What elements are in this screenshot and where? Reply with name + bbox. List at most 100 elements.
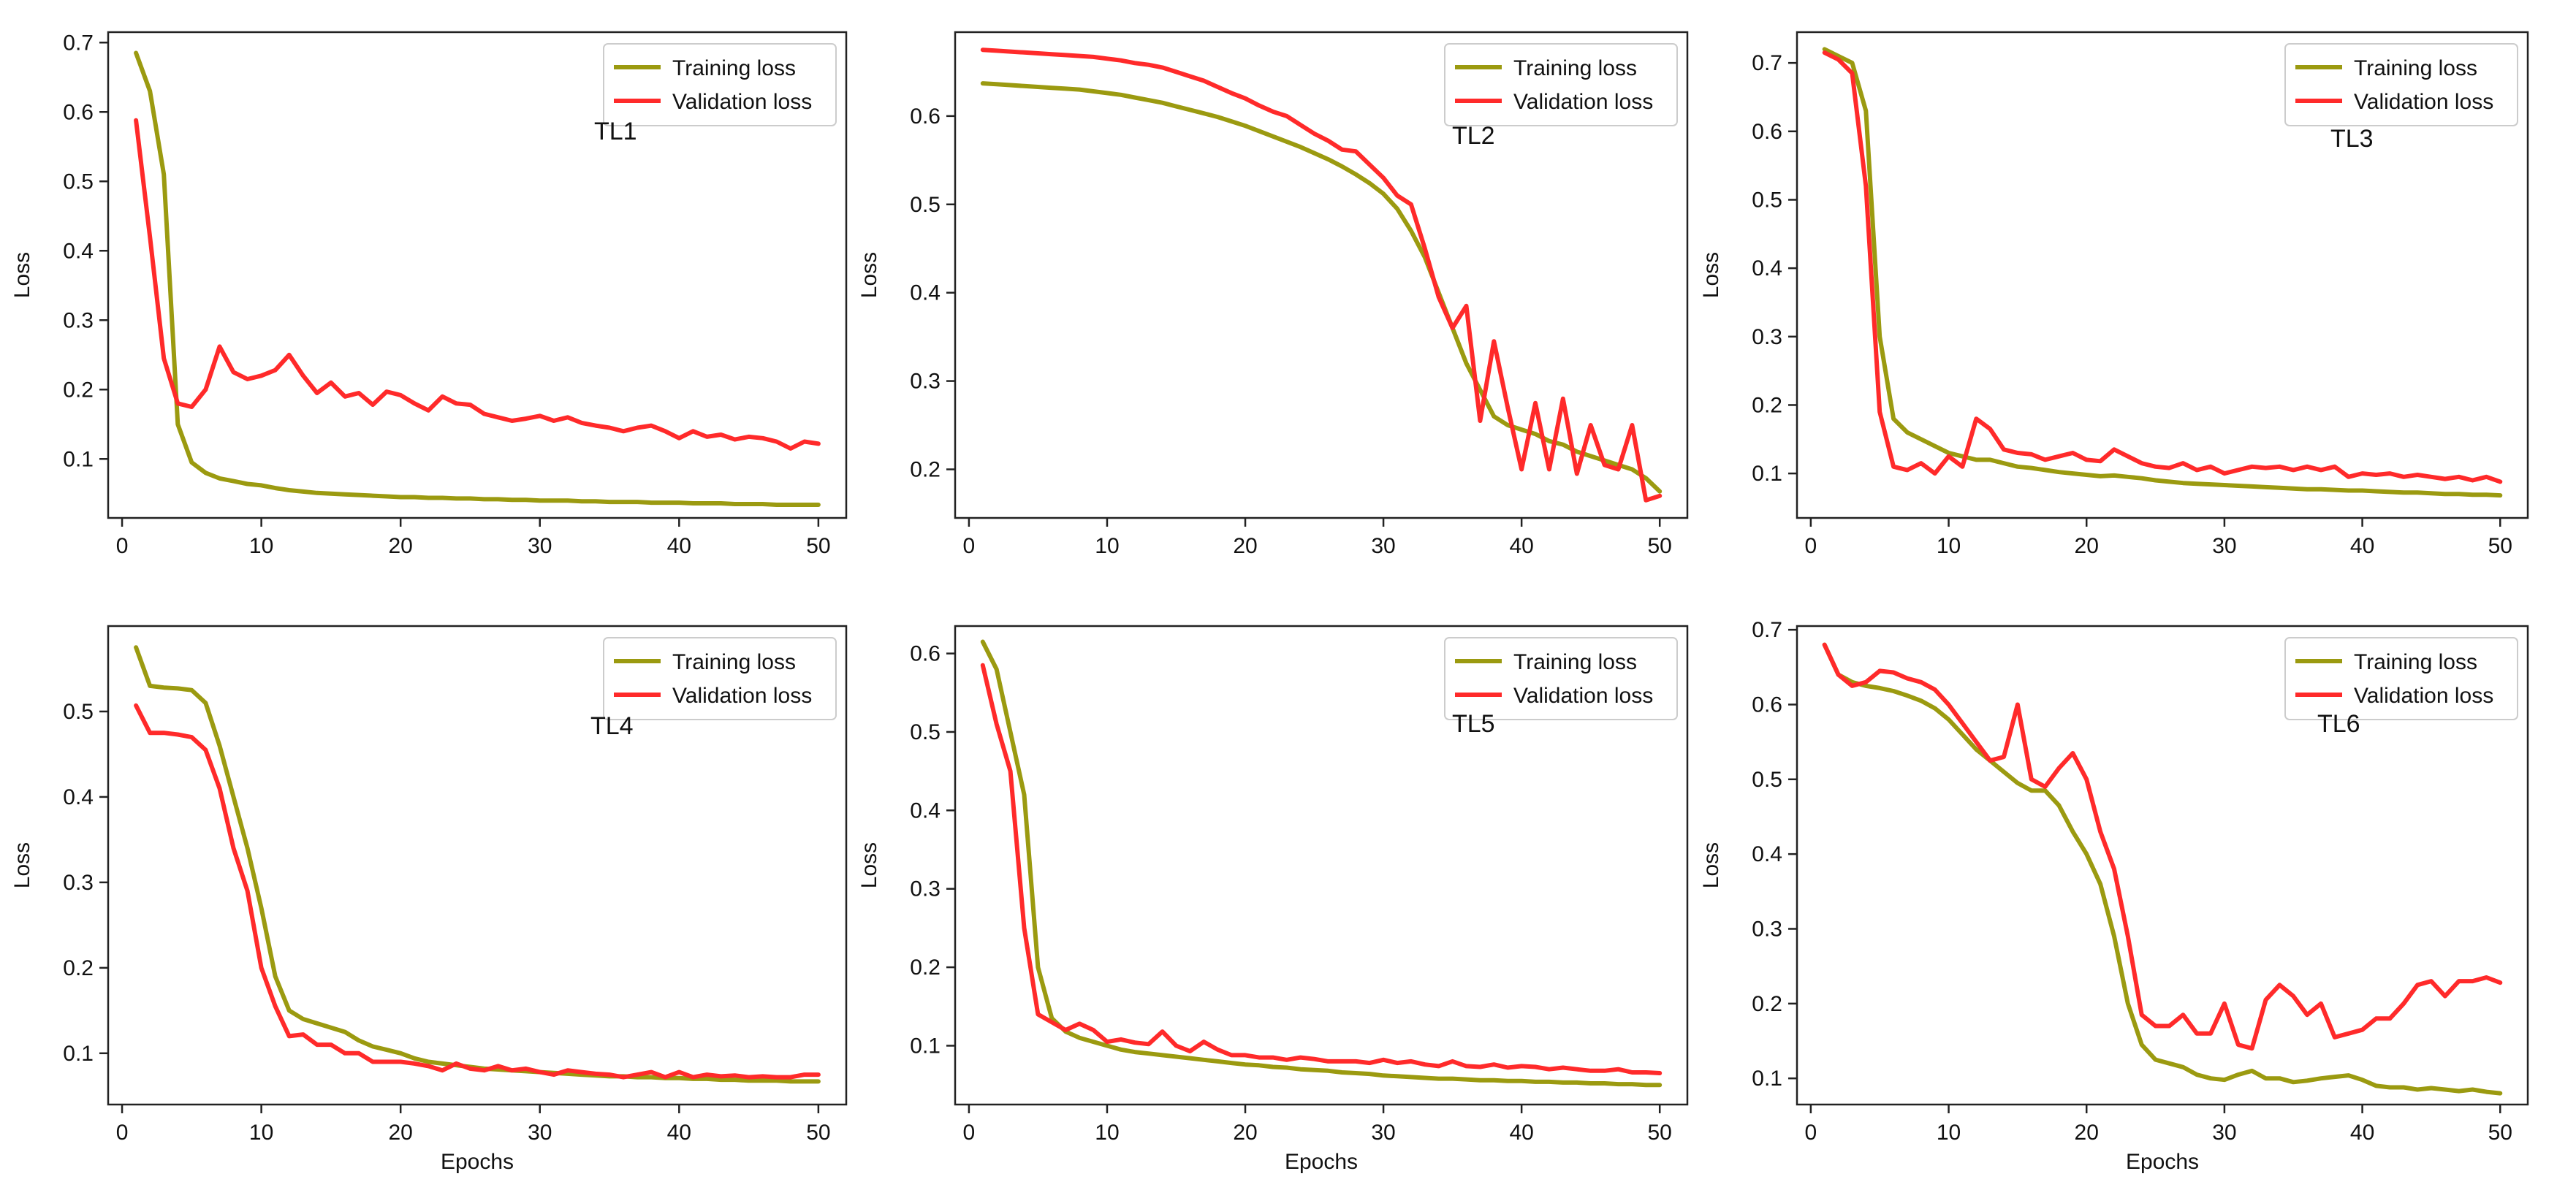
y-tick-label: 0.3	[1752, 325, 1782, 349]
x-tick-label: 10	[1937, 1121, 1961, 1145]
y-tick-label: 0.4	[1752, 256, 1782, 281]
plot-frame	[107, 31, 848, 519]
x-tick-label: 30	[528, 534, 552, 558]
x-tick-label: 40	[2350, 534, 2374, 558]
series-line-validation	[1822, 50, 2503, 484]
x-tick-label: 0	[1805, 1121, 1817, 1145]
x-tick-label: 50	[2488, 1121, 2512, 1145]
x-tick-label: 40	[667, 1121, 691, 1145]
panel-annotation: TL3	[2330, 125, 2374, 153]
x-tick-label: 10	[249, 534, 273, 558]
y-tick-label: 0.5	[63, 169, 94, 194]
series-line-training	[134, 50, 821, 507]
x-tick-label: 50	[1648, 534, 1672, 558]
y-tick-label: 0.4	[910, 281, 941, 305]
y-tick-label: 0.1	[910, 1034, 941, 1058]
legend: Training loss Validation loss	[603, 43, 837, 126]
legend-label-training: Training loss	[2354, 650, 2477, 674]
x-tick-label: 40	[667, 534, 691, 558]
legend-box	[1444, 637, 1678, 720]
panel-annotation: TL2	[1452, 122, 1495, 150]
chart-tl4: 0 10 20 30 40 50 0.1 0.2 0.3 0.4 0.5 Loss Epochs Trai…	[10, 625, 848, 1174]
legend-label-training: Training loss	[672, 56, 796, 80]
y-axis-label: Loss	[1699, 252, 1723, 298]
y-tick-label: 0.5	[63, 700, 94, 724]
y-tick-label: 0.6	[63, 100, 94, 124]
x-tick-label: 30	[528, 1121, 552, 1145]
y-tick-label: 0.4	[63, 785, 94, 809]
x-axis-label: Epochs	[1285, 1150, 1358, 1174]
x-tick-label: 50	[806, 534, 830, 558]
y-tick-label: 0.3	[910, 877, 941, 901]
series-line-validation	[134, 703, 821, 1080]
legend-label-validation: Validation loss	[672, 90, 812, 114]
y-axis-label: Loss	[1699, 842, 1723, 888]
x-tick-label: 30	[1371, 1121, 1395, 1145]
y-tick-label: 0.7	[1752, 51, 1782, 75]
chart-tl6: 0 10 20 30 40 50 0.1 0.2 0.3 0.4 0.5 0.6 0.7 Loss Epoc…	[1699, 618, 2529, 1174]
legend: Training loss Validation loss	[2284, 43, 2518, 126]
panel-annotation: TL4	[590, 712, 634, 740]
x-tick-label: 10	[1937, 534, 1961, 558]
y-tick-label: 0.6	[1752, 120, 1782, 144]
x-tick-label: 20	[2075, 534, 2099, 558]
x-tick-label: 20	[389, 534, 413, 558]
series-line-training	[980, 81, 1663, 494]
legend-label-training: Training loss	[2354, 56, 2477, 80]
plot-frame	[1796, 625, 2529, 1106]
plot-frame	[107, 625, 848, 1106]
y-tick-label: 0.6	[910, 104, 941, 129]
y-tick-label: 0.3	[63, 871, 94, 895]
y-tick-label: 0.2	[910, 458, 941, 482]
legend: Training loss Validation loss	[1444, 637, 1678, 720]
panel-annotation: TL6	[2317, 710, 2360, 738]
x-tick-label: 0	[1805, 534, 1817, 558]
plot-frame	[954, 625, 1689, 1106]
y-tick-label: 0.2	[63, 378, 94, 402]
x-tick-label: 50	[2488, 534, 2512, 558]
x-tick-label: 50	[806, 1121, 830, 1145]
x-tick-label: 0	[963, 534, 976, 558]
y-tick-label: 0.7	[1752, 618, 1782, 642]
legend-box	[603, 43, 837, 126]
chart-tl5: 0 10 20 30 40 50 0.1 0.2 0.3 0.4 0.5 0.6 Loss Epochs T…	[857, 625, 1689, 1174]
panel-annotation: TL1	[594, 118, 637, 145]
y-tick-label: 0.2	[1752, 393, 1782, 417]
y-tick-label: 0.2	[910, 956, 941, 980]
x-tick-label: 50	[1648, 1121, 1672, 1145]
y-tick-label: 0.5	[910, 720, 941, 744]
legend-box	[2284, 43, 2518, 126]
legend: Training loss Validation loss	[603, 637, 837, 720]
x-axis-label: Epochs	[2126, 1150, 2199, 1174]
legend-label-training: Training loss	[1513, 56, 1637, 80]
y-tick-label: 0.3	[910, 370, 941, 394]
y-tick-label: 0.3	[1752, 917, 1782, 941]
legend-box	[1444, 43, 1678, 126]
series-line-validation	[980, 663, 1663, 1075]
plot-frame	[1796, 31, 2529, 519]
legend-label-training: Training loss	[1513, 650, 1637, 674]
x-tick-label: 30	[1371, 534, 1395, 558]
y-tick-label: 0.1	[63, 1042, 94, 1066]
legend-label-validation: Validation loss	[2354, 90, 2493, 114]
y-tick-label: 0.5	[1752, 768, 1782, 792]
x-tick-label: 20	[389, 1121, 413, 1145]
chart-tl1: 0 10 20 30 40 50 0.1 0.2 0.3 0.4 0.5 0.6 0.7 Loss Trai…	[10, 31, 848, 558]
y-tick-label: 0.1	[1752, 462, 1782, 486]
y-tick-label: 0.6	[1752, 693, 1782, 717]
y-axis-label: Loss	[857, 842, 881, 888]
x-tick-label: 0	[116, 534, 129, 558]
plot-frame	[954, 31, 1689, 519]
legend-box	[603, 637, 837, 720]
x-axis-label: Epochs	[441, 1150, 514, 1174]
legend-label-training: Training loss	[672, 650, 796, 674]
y-tick-label: 0.5	[910, 193, 941, 217]
x-tick-label: 0	[116, 1121, 129, 1145]
x-tick-label: 30	[2212, 1121, 2236, 1145]
legend-label-validation: Validation loss	[1513, 684, 1653, 708]
y-tick-label: 0.4	[1752, 842, 1782, 866]
y-tick-label: 0.4	[63, 239, 94, 263]
x-tick-label: 10	[249, 1121, 273, 1145]
x-tick-label: 20	[2075, 1121, 2099, 1145]
